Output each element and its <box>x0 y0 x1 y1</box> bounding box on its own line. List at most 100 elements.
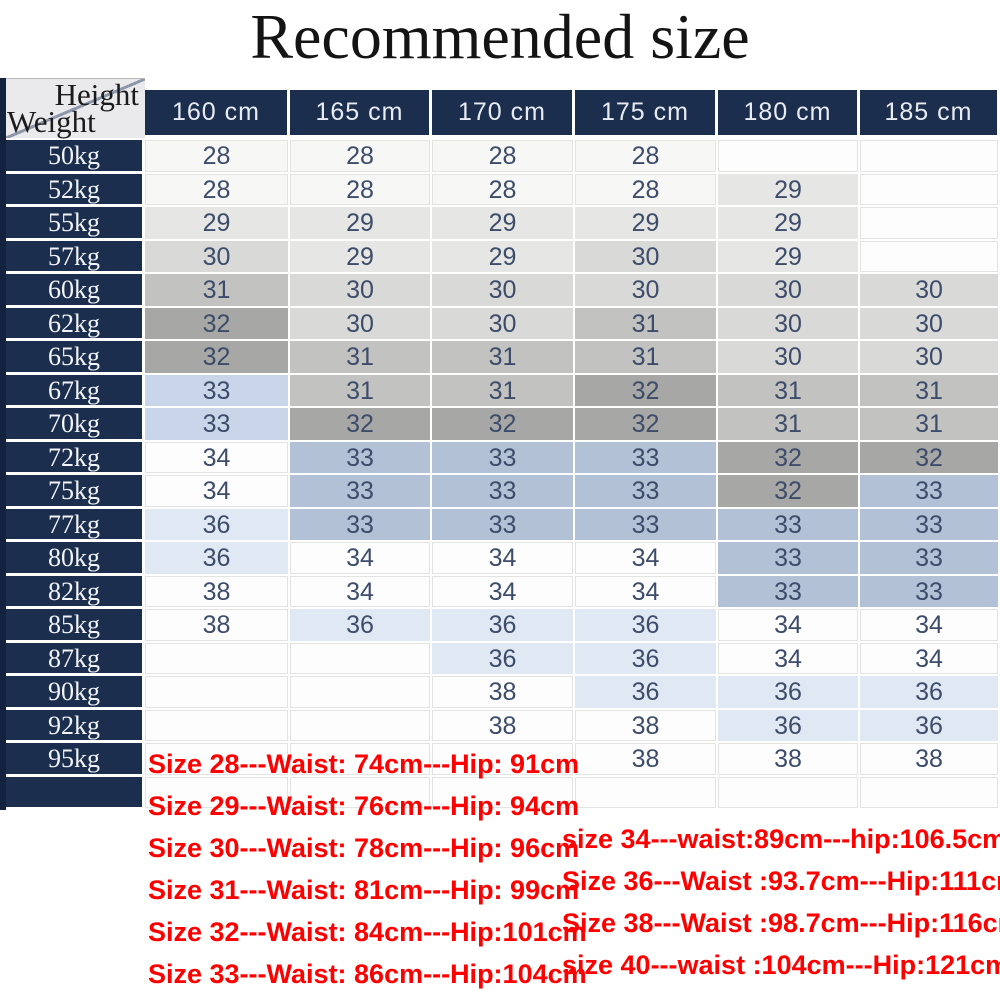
size-value-cell: 30 <box>860 341 1000 375</box>
weight-cell: 57kg <box>6 240 145 274</box>
size-value-cell: 30 <box>718 341 860 375</box>
table-row: 60kg 31 30 30 30 30 30 <box>6 274 1000 308</box>
table-row: 90kg 38 36 36 36 <box>6 676 1000 710</box>
size-value-cell: 32 <box>145 307 290 341</box>
table-row: 87kg 36 36 34 34 <box>6 642 1000 676</box>
size-value-cell: 33 <box>145 374 290 408</box>
table-row: 77kg 36 33 33 33 33 33 <box>6 508 1000 542</box>
size-value-cell: 33 <box>290 508 432 542</box>
table-row: 92kg 38 38 36 36 <box>6 709 1000 743</box>
size-value-cell: 33 <box>290 441 432 475</box>
size-value-cell: 36 <box>860 709 1000 743</box>
weight-cell: 82kg <box>6 575 145 609</box>
size-value-cell <box>860 776 1000 810</box>
weight-cell: 50kg <box>6 140 145 174</box>
size-value-cell: 34 <box>718 642 860 676</box>
size-value-cell <box>145 743 290 777</box>
size-note: Size 38---Waist :98.7cm---Hip:116cm <box>562 908 1000 938</box>
size-value-cell: 34 <box>860 642 1000 676</box>
size-value-cell <box>432 743 575 777</box>
size-note: Size 29---Waist: 76cm---Hip: 94cm <box>148 791 580 821</box>
height-header-cell: 170 cm <box>432 78 575 140</box>
size-value-cell: 33 <box>290 475 432 509</box>
weight-cell: 95kg <box>6 743 145 777</box>
height-header-label: 175 cm <box>575 90 715 135</box>
table-row: 95kg 38 38 38 <box>6 743 1000 777</box>
size-note: Size 30---Waist: 78cm---Hip: 96cm <box>148 833 580 863</box>
size-value-cell: 31 <box>290 374 432 408</box>
size-value-cell: 32 <box>718 475 860 509</box>
size-value-cell: 31 <box>860 374 1000 408</box>
size-value-cell: 38 <box>860 743 1000 777</box>
size-value-cell: 34 <box>718 609 860 643</box>
size-value-cell <box>718 776 860 810</box>
size-value-cell <box>290 709 432 743</box>
size-value-cell: 33 <box>860 542 1000 576</box>
table-row: 55kg 29 29 29 29 29 <box>6 207 1000 241</box>
size-value-cell: 28 <box>145 173 290 207</box>
weight-cell: 90kg <box>6 676 145 710</box>
size-value-cell: 31 <box>145 274 290 308</box>
size-value-cell: 34 <box>290 542 432 576</box>
size-value-cell: 33 <box>432 441 575 475</box>
size-note: Size 32---Waist: 84cm---Hip:101cm <box>148 917 587 947</box>
size-table: Height Weight 160 cm 165 cm 170 cm 175 cm 18… <box>0 77 1000 810</box>
size-value-cell: 34 <box>145 475 290 509</box>
corner-cell: Height Weight <box>6 77 145 140</box>
size-value-cell: 34 <box>145 441 290 475</box>
size-value-cell: 28 <box>432 140 575 174</box>
weight-cell: 72kg <box>6 441 145 475</box>
size-value-cell: 32 <box>575 374 718 408</box>
height-header-label: 180 cm <box>718 90 857 135</box>
table-row: 52kg 28 28 28 28 29 <box>6 173 1000 207</box>
size-value-cell: 29 <box>432 240 575 274</box>
size-value-cell: 30 <box>718 307 860 341</box>
table-row: 67kg 33 31 31 32 31 31 <box>6 374 1000 408</box>
size-value-cell: 31 <box>575 341 718 375</box>
table-row: 70kg 33 32 32 32 31 31 <box>6 408 1000 442</box>
size-value-cell: 33 <box>145 408 290 442</box>
size-value-cell: 31 <box>718 374 860 408</box>
size-value-cell: 28 <box>290 140 432 174</box>
size-value-cell: 29 <box>145 207 290 241</box>
size-value-cell: 29 <box>575 207 718 241</box>
height-header-label: 170 cm <box>432 90 572 135</box>
size-value-cell: 29 <box>718 240 860 274</box>
size-value-cell <box>718 140 860 174</box>
size-notes-right: size 34---waist:89cm---hip:106.5cm Size … <box>562 818 1000 986</box>
table-row: 75kg 34 33 33 33 32 33 <box>6 475 1000 509</box>
height-header-cell: 175 cm <box>575 78 718 140</box>
table-row: 57kg 30 29 29 30 29 <box>6 240 1000 274</box>
size-value-cell: 28 <box>432 173 575 207</box>
size-value-cell: 31 <box>432 341 575 375</box>
height-header-cell: 180 cm <box>718 78 860 140</box>
size-value-cell: 30 <box>860 307 1000 341</box>
size-value-cell: 33 <box>860 475 1000 509</box>
size-value-cell: 34 <box>432 542 575 576</box>
size-value-cell: 36 <box>145 508 290 542</box>
height-header-label: 160 cm <box>145 90 287 135</box>
size-value-cell: 34 <box>575 542 718 576</box>
size-value-cell: 30 <box>290 307 432 341</box>
table-row: 85kg 38 36 36 36 34 34 <box>6 609 1000 643</box>
weight-cell: 70kg <box>6 408 145 442</box>
size-notes-left: Size 28---Waist: 74cm---Hip: 91cm Size 2… <box>148 743 587 995</box>
height-header-cell: 165 cm <box>290 78 432 140</box>
table-header-row: Height Weight 160 cm 165 cm 170 cm 175 cm 18… <box>6 77 1000 140</box>
height-header-label: 185 cm <box>860 90 997 135</box>
size-note: size 34---waist:89cm---hip:106.5cm <box>562 824 1000 854</box>
table-row: 65kg 32 31 31 31 30 30 <box>6 341 1000 375</box>
size-value-cell: 38 <box>432 676 575 710</box>
size-value-cell: 31 <box>575 307 718 341</box>
table-row <box>6 776 1000 810</box>
size-value-cell: 33 <box>718 542 860 576</box>
size-value-cell: 36 <box>575 642 718 676</box>
weight-cell: 92kg <box>6 709 145 743</box>
size-value-cell: 36 <box>718 676 860 710</box>
size-value-cell: 33 <box>575 508 718 542</box>
size-value-cell: 38 <box>145 609 290 643</box>
size-value-cell: 32 <box>290 408 432 442</box>
size-value-cell: 36 <box>290 609 432 643</box>
size-value-cell <box>145 776 290 810</box>
